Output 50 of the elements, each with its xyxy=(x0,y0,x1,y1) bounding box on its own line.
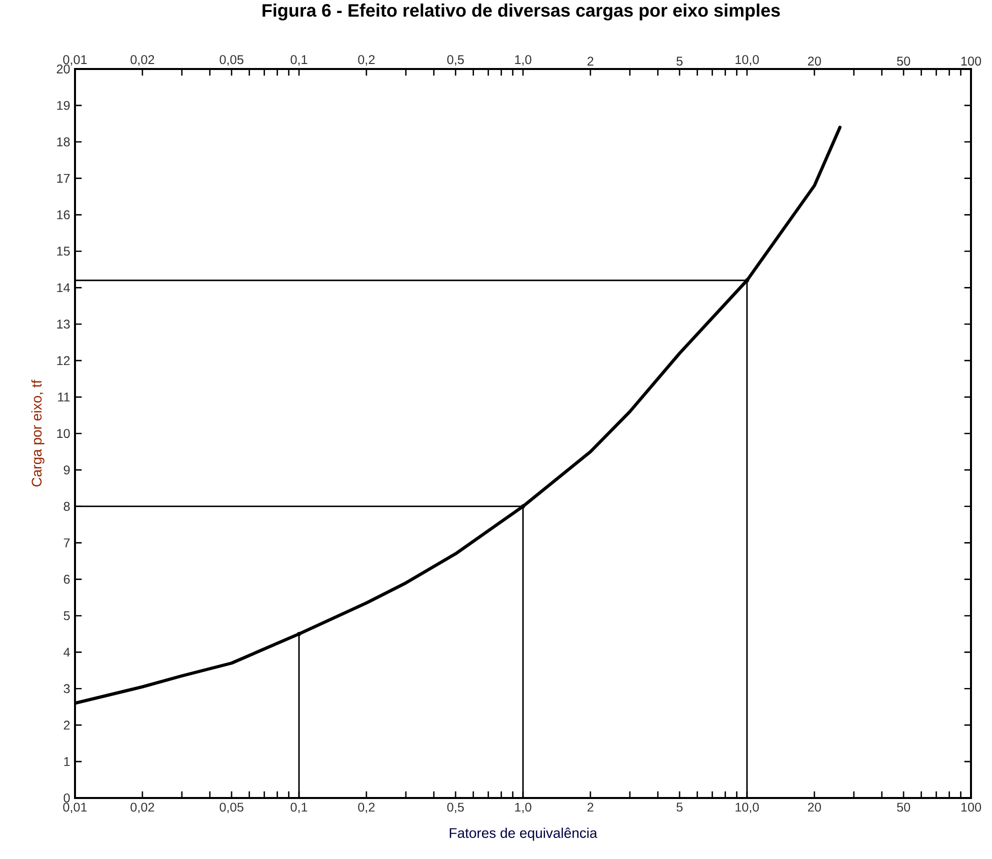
text: 0,01 xyxy=(63,802,87,814)
x-tick-label: 0,5 xyxy=(447,55,464,66)
y-tick-label: 5 xyxy=(64,611,70,620)
y-tick-label: 13 xyxy=(57,320,70,329)
y-tick-label: 8 xyxy=(64,502,70,511)
x-tick-label: 0,05 xyxy=(220,55,244,66)
y-tick-label: 20 xyxy=(56,64,70,74)
y-tick-label: 11 xyxy=(58,392,70,402)
y-tick-label: 1 xyxy=(64,757,70,766)
y-tick-label: 9 xyxy=(64,465,70,474)
text: 20 xyxy=(808,802,821,812)
y-tick-label: 18 xyxy=(57,137,70,146)
y-tick-label: 10 xyxy=(57,429,70,438)
x-tick-label: 0,01 xyxy=(63,55,87,66)
x-tick-label: 100 xyxy=(961,56,982,66)
text: 0,02 xyxy=(130,802,154,814)
x-axis-title: Fatores de equivalência xyxy=(450,828,598,841)
y-tick-label: 15 xyxy=(57,246,70,256)
text: 100 xyxy=(961,802,982,812)
x-tick-label: 5 xyxy=(676,56,683,66)
y-tick-label: 0 xyxy=(64,794,70,802)
text: 1,0 xyxy=(515,802,532,814)
y-tick-label: 7 xyxy=(64,538,70,548)
text: 10,0 xyxy=(736,802,759,814)
x-tick-label: 0,2 xyxy=(358,55,375,66)
y-tick-label: 3 xyxy=(64,684,70,694)
x-tick-label: 2 xyxy=(588,56,594,66)
y-axis-title: Carga por eixo, tf xyxy=(31,380,44,486)
y-tick-label: 6 xyxy=(64,574,70,584)
y-tick-label: 14 xyxy=(57,283,70,292)
y-tick-label: 17 xyxy=(57,174,70,183)
y-tick-label: 4 xyxy=(64,648,70,657)
x-tick-label: 20 xyxy=(808,56,821,66)
y-tick-label: 16 xyxy=(57,210,70,220)
x-tick-label: 1,0 xyxy=(515,55,532,66)
x-tick-label: 50 xyxy=(897,56,910,66)
text: 0,2 xyxy=(358,802,375,814)
chart-title: Figura 6 - Efeito relativo de diversas cargas por eixo simples xyxy=(262,4,780,20)
text: 50 xyxy=(897,802,910,812)
x-tick-label: 10,0 xyxy=(736,55,759,66)
y-tick-label: 12 xyxy=(57,356,70,366)
x-tick-label: 0,1 xyxy=(290,55,308,66)
y-tick-label: 19 xyxy=(57,100,70,110)
text: 0,05 xyxy=(220,802,244,814)
text: 2 xyxy=(588,802,594,812)
y-tick-label: 2 xyxy=(64,720,70,730)
x-tick-label: 0,02 xyxy=(130,55,154,66)
text: 0,1 xyxy=(290,802,308,814)
text: 0,5 xyxy=(447,802,464,814)
text: 5 xyxy=(676,802,683,812)
